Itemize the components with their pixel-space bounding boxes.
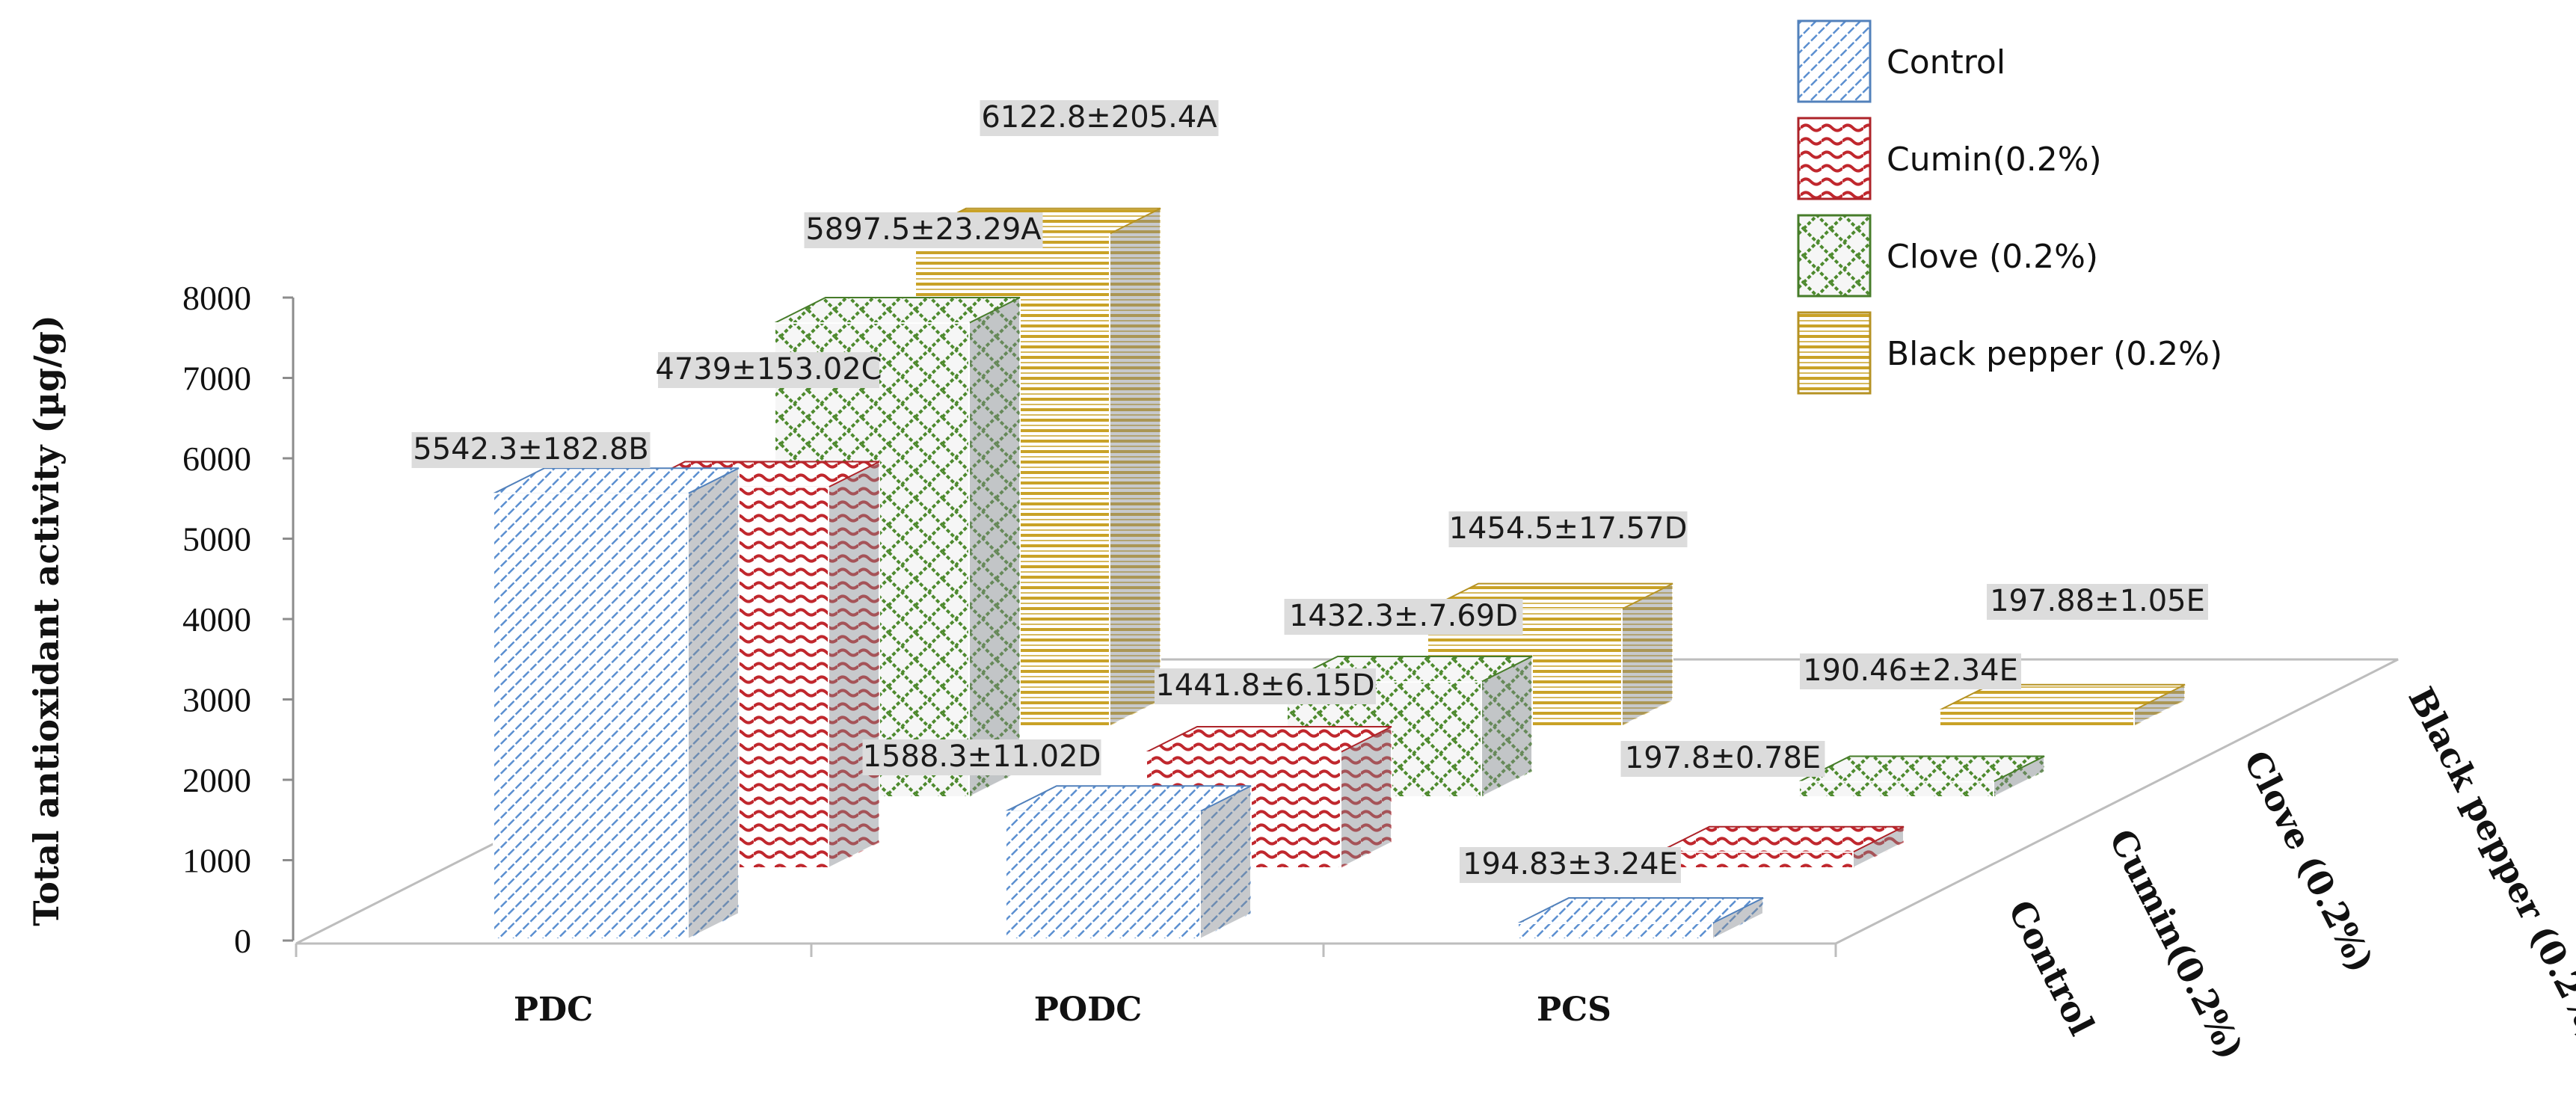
data-label: 190.46±2.34E <box>1800 653 2021 689</box>
data-label-box <box>1284 599 1523 635</box>
bar-front-face <box>493 493 689 940</box>
y-tick-label: 0 <box>234 922 251 960</box>
data-label-box <box>658 352 879 388</box>
legend-item: Black pepper (0.2%) <box>1797 311 2222 395</box>
data-label: 197.8±0.78E <box>1620 741 1825 777</box>
bar-cumin-0-2--pcs <box>1658 825 1905 870</box>
data-label: 1588.3±11.02D <box>862 739 1101 775</box>
bar-clove-0-2--pcs <box>1798 754 2045 798</box>
legend-item: Cumin(0.2%) <box>1797 117 2102 200</box>
z-axis-label: Cumin(0.2%) <box>2101 822 2251 1065</box>
y-tick-label: 3000 <box>182 681 251 719</box>
bar-front-face <box>1798 781 1994 798</box>
y-axis-title: Total antioxidant activity (µg/g) <box>26 315 67 926</box>
data-label-box <box>804 212 1043 248</box>
data-label: 1441.8±6.15D <box>1155 668 1376 704</box>
bar-control-pdc <box>493 467 740 941</box>
data-label-box <box>1620 741 1825 777</box>
data-label: 5542.3±182.8B <box>411 432 651 468</box>
bar-side-pattern <box>1712 898 1763 939</box>
bar-side-pattern <box>1622 583 1673 726</box>
bar-side-pattern <box>1994 756 2044 797</box>
data-label-box <box>862 739 1101 775</box>
bar-control-podc <box>1005 784 1252 941</box>
x-category-label: PDC <box>514 991 593 1029</box>
data-label-box <box>980 100 1219 136</box>
y-tick-label: 2000 <box>182 761 251 799</box>
bar-side-pattern <box>1110 208 1161 726</box>
bar-side-pattern <box>688 468 739 939</box>
legend-label: Cumin(0.2%) <box>1887 141 2102 179</box>
bar-side-pattern <box>1200 786 1251 939</box>
y-tick-label: 5000 <box>182 520 251 558</box>
bar-front-face <box>1658 851 1854 869</box>
data-label-text: 197.8±0.78E <box>1625 741 1821 775</box>
bar-side-pattern <box>1853 826 1904 868</box>
bar-control-pcs <box>1517 896 1764 941</box>
data-label-box <box>1155 668 1376 704</box>
bar-side-pattern <box>829 461 879 868</box>
bar-front-face <box>1939 709 2135 727</box>
data-label-box <box>411 432 651 468</box>
data-label: 6122.8±205.4A <box>980 100 1219 136</box>
y-tick-label: 1000 <box>182 842 251 880</box>
data-label-text: 1441.8±6.15D <box>1155 668 1374 703</box>
legend-label: Control <box>1887 43 2005 81</box>
data-label-text: 5897.5±23.29A <box>805 212 1042 247</box>
data-label-text: 6122.8±205.4A <box>981 100 1217 135</box>
y-tick-label: 8000 <box>182 279 251 317</box>
data-label-text: 1588.3±11.02D <box>863 739 1101 774</box>
data-label-text: 190.46±2.34E <box>1803 653 2018 688</box>
legend-label: Black pepper (0.2%) <box>1887 335 2222 373</box>
data-label-text: 1454.5±17.57D <box>1449 511 1688 546</box>
data-label-box <box>1987 584 2208 620</box>
data-label-box <box>1800 653 2021 689</box>
bar-front-face <box>1005 810 1201 940</box>
data-label-box <box>1448 511 1688 547</box>
data-label-text: 1432.3±.7.69D <box>1289 599 1518 633</box>
x-category-label: PCS <box>1537 991 1611 1029</box>
data-label-text: 5542.3±182.8B <box>413 432 648 467</box>
bar-side-pattern <box>1341 727 1392 868</box>
legend-label: Clove (0.2%) <box>1887 238 2098 276</box>
legend-swatch <box>1797 214 1872 298</box>
bar-black-pepper-0-2--pcs <box>1939 683 2186 727</box>
legend-swatch <box>1797 311 1872 395</box>
bar-side-pattern <box>969 298 1020 797</box>
legend-swatch <box>1797 117 1872 200</box>
y-tick-label: 6000 <box>182 440 251 478</box>
z-axis-label: Clove (0.2%) <box>2236 744 2382 978</box>
y-tick-label: 4000 <box>182 600 251 638</box>
y-tick-label: 7000 <box>182 360 251 398</box>
data-label-text: 4739±153.02C <box>655 352 882 387</box>
data-label: 5897.5±23.29A <box>804 212 1043 248</box>
data-label-text: 197.88±1.05E <box>1990 584 2205 618</box>
data-label-box <box>1460 847 1681 883</box>
bar-side-pattern <box>1481 656 1532 797</box>
legend-item: Control <box>1797 19 2005 103</box>
z-axis-label: Control <box>2000 893 2102 1041</box>
x-category-label: PODC <box>1034 991 1143 1029</box>
data-label-text: 194.83±3.24E <box>1463 847 1678 881</box>
data-label: 197.88±1.05E <box>1987 584 2208 620</box>
data-label: 194.83±3.24E <box>1460 847 1681 883</box>
legend-swatch <box>1797 19 1872 103</box>
z-axis-label: Black pepper (0.2%) <box>2400 680 2576 1048</box>
data-label: 4739±153.02C <box>655 352 882 388</box>
bar-front-face <box>1517 923 1713 941</box>
bar-side-pattern <box>2134 684 2185 726</box>
legend-item: Clove (0.2%) <box>1797 214 2098 298</box>
data-label: 1432.3±.7.69D <box>1284 599 1523 635</box>
data-label: 1454.5±17.57D <box>1448 511 1688 547</box>
